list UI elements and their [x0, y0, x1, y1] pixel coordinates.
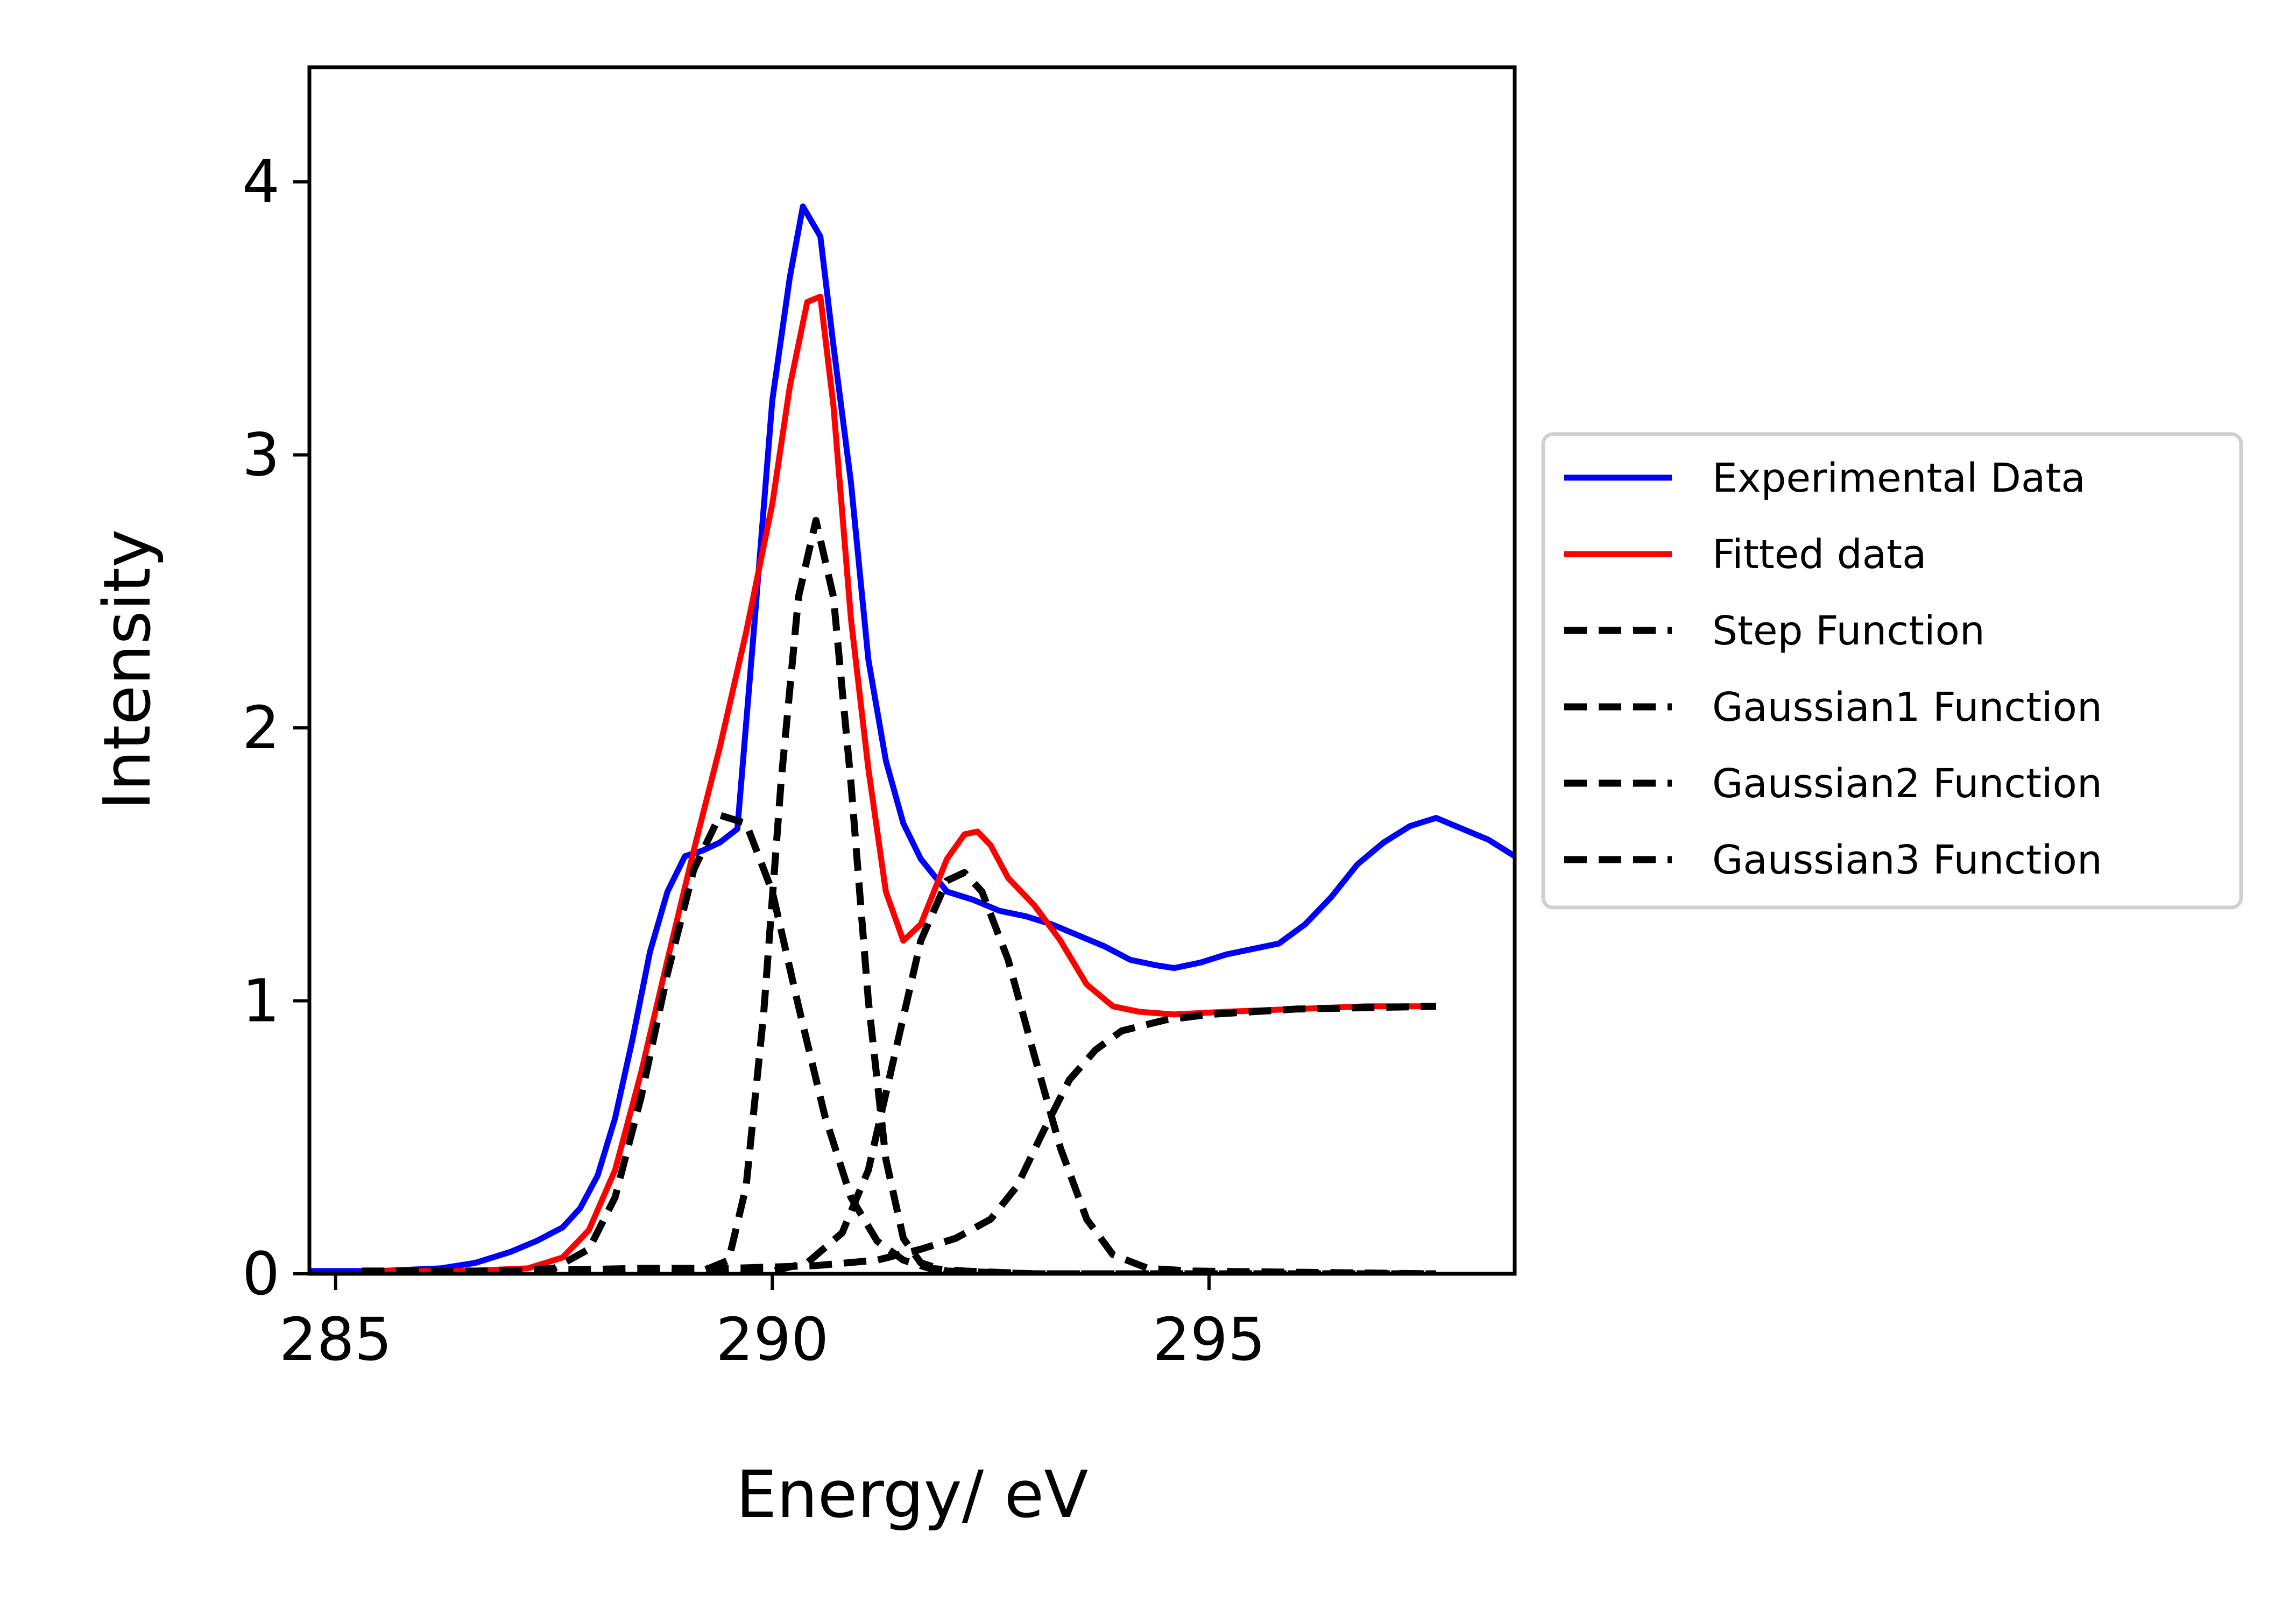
y-axis: 0 1 2 3 4 — [242, 147, 309, 1308]
legend-label: Gaussian1 Function — [1712, 684, 2102, 730]
legend-label: Fitted data — [1712, 531, 1926, 578]
x-axis: 285 290 295 — [279, 1274, 1266, 1374]
x-tick-label: 285 — [279, 1305, 392, 1374]
series-line-fitted-data — [362, 293, 1436, 1274]
y-tick-label: 1 — [242, 967, 280, 1035]
plot-frame — [307, 65, 1517, 1276]
x-tick-label: 290 — [716, 1305, 829, 1374]
x-axis-label: Energy/ eV — [736, 1458, 1089, 1533]
y-tick-label: 0 — [242, 1239, 280, 1308]
x-tick-label: 295 — [1153, 1305, 1266, 1374]
y-axis-label: Intensity — [90, 529, 165, 810]
y-tick-label: 2 — [242, 693, 280, 762]
legend: Experimental Data Fitted data Step Functio… — [1541, 432, 2243, 910]
legend-label: Gaussian2 Function — [1712, 761, 2102, 807]
series-line-gaussian2-function — [362, 516, 1436, 1274]
legend-label: Step Function — [1712, 608, 1985, 654]
series-line-gaussian1-function — [362, 812, 1436, 1274]
series-line-experimental-data — [309, 203, 1515, 1274]
legend-box — [1541, 432, 2243, 910]
legend-label: Gaussian3 Function — [1712, 837, 2102, 883]
series-line-gaussian3-function — [362, 869, 1436, 1274]
plot-curves — [309, 203, 1515, 1274]
y-tick-label: 3 — [242, 421, 280, 490]
legend-label: Experimental Data — [1712, 455, 2086, 501]
y-tick-label: 4 — [242, 147, 280, 216]
